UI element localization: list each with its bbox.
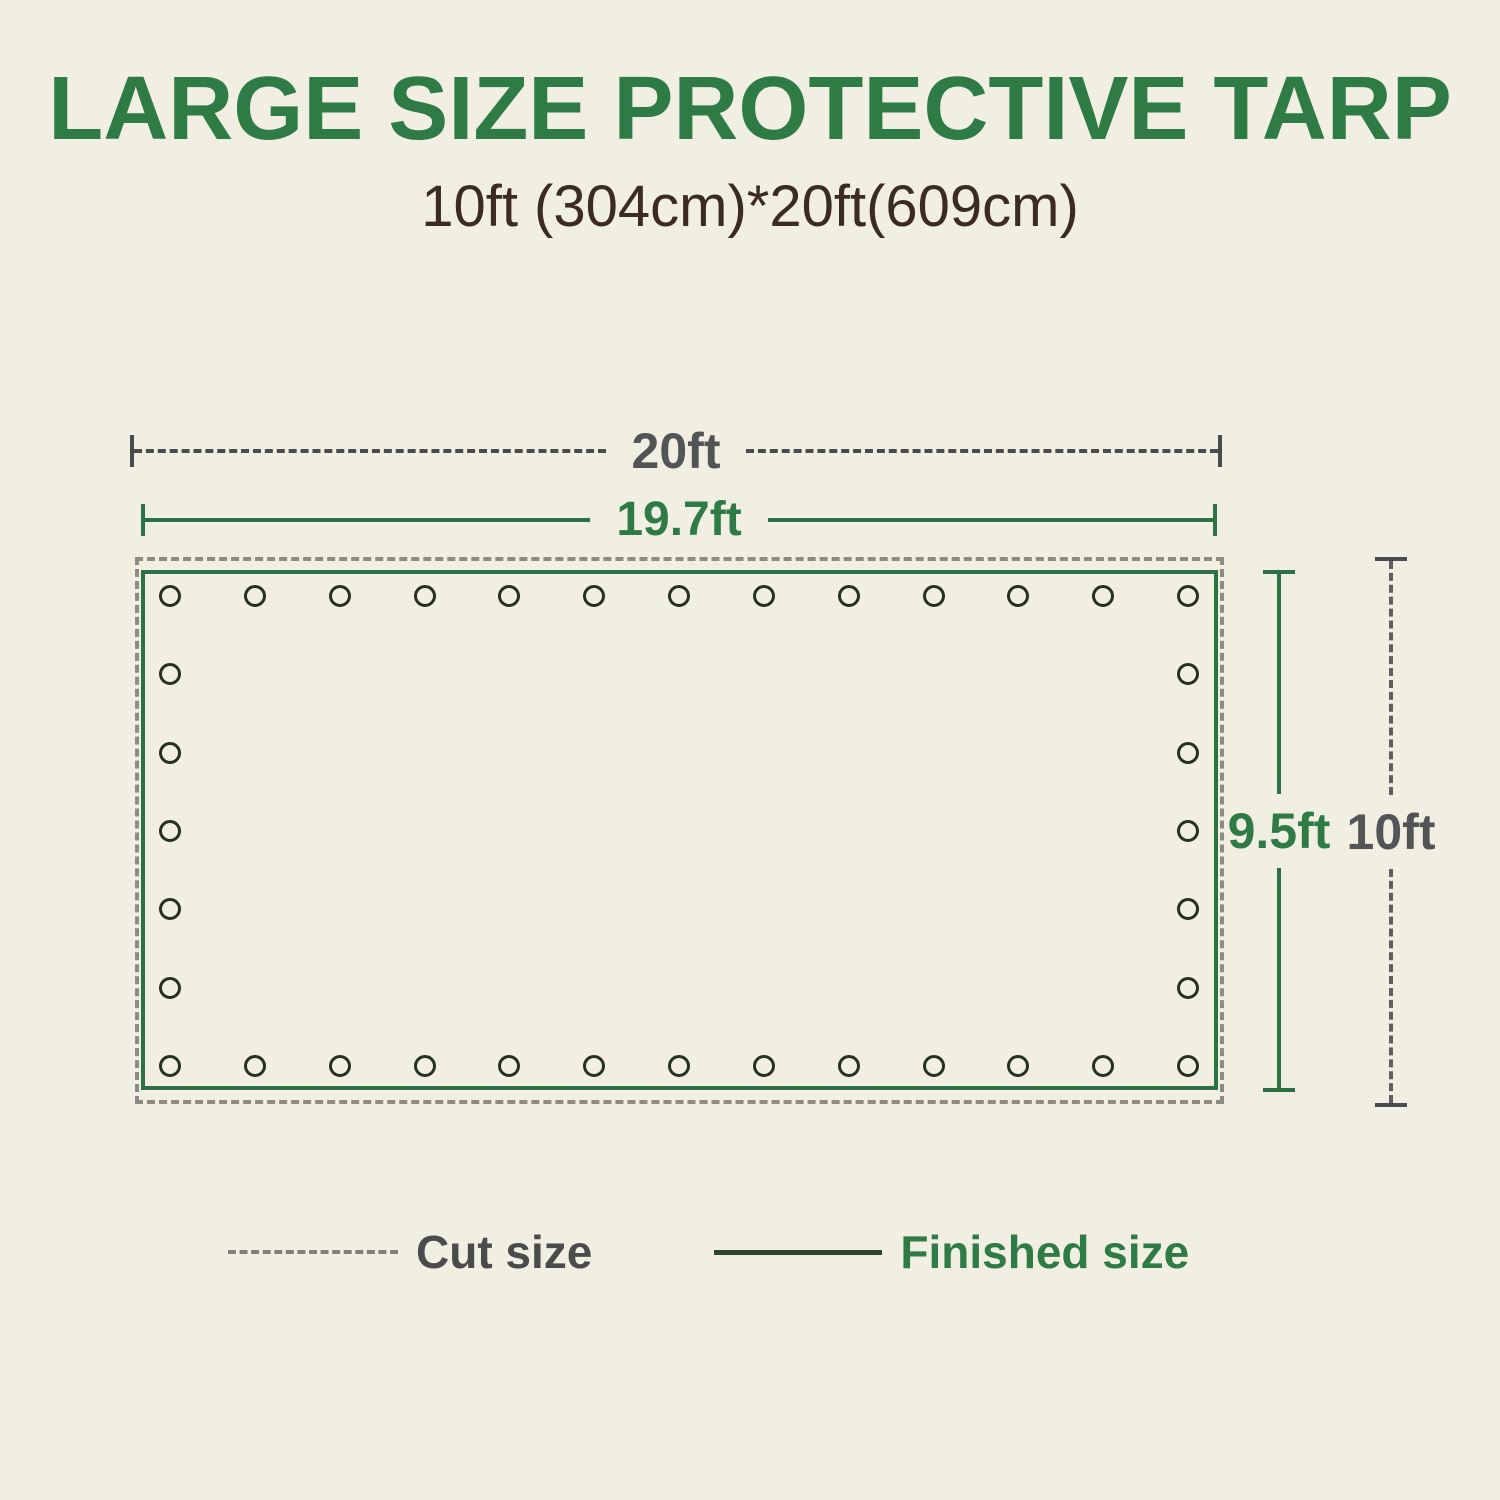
solid-dimension-line: [1277, 574, 1281, 794]
grommet-hole: [328, 585, 351, 607]
grommet-hole: [922, 1055, 945, 1077]
dashed-dimension-line: [1389, 869, 1393, 1103]
grommet-hole: [159, 976, 181, 999]
solid-dimension-line: [1277, 868, 1281, 1088]
grommet-hole: [668, 585, 690, 607]
cut-size-outline: [135, 557, 1224, 1104]
grommet-hole: [922, 585, 945, 607]
grommet-hole: [159, 1055, 181, 1077]
finished-size-outline: [141, 570, 1218, 1090]
dimension-end-cap: [1263, 570, 1295, 574]
grommet-hole: [413, 585, 436, 607]
dimension-end-tick: [130, 435, 134, 467]
dashed-dimension-line: [134, 449, 606, 453]
grommet-hole: [1177, 820, 1199, 842]
grommet-hole: [583, 1055, 606, 1077]
legend: Cut size Finished size: [228, 1224, 1189, 1280]
grommet-hole: [837, 585, 860, 607]
grommet-hole: [243, 1055, 266, 1077]
dimension-end-tick: [1213, 504, 1218, 536]
grommet-hole: [498, 1055, 521, 1077]
cut-width-dimension: 20ft: [130, 426, 1223, 476]
grommet-hole: [1092, 585, 1115, 607]
grommet-hole: [752, 1055, 775, 1077]
grommet-hole: [328, 1055, 351, 1077]
grommet-hole: [583, 585, 606, 607]
cut-size-label: Cut size: [416, 1226, 593, 1278]
finished-height-label: 9.5ft: [1227, 803, 1331, 859]
grommet-hole: [243, 585, 266, 607]
dimension-end-tick: [141, 504, 145, 536]
grommet-hole: [837, 1055, 860, 1077]
grommet-hole: [1177, 663, 1199, 686]
dashed-dimension-line: [1389, 561, 1393, 795]
grommet-hole: [1092, 1055, 1115, 1077]
grommet-hole: [413, 1055, 436, 1077]
grommet-hole: [1177, 741, 1199, 764]
solid-dimension-line: [145, 518, 591, 522]
grommet-hole: [159, 663, 181, 686]
grommet-hole: [159, 585, 181, 607]
solid-dimension-line: [767, 518, 1214, 522]
grommet-hole: [1007, 585, 1030, 607]
grommet-hole: [159, 741, 181, 764]
finished-size-label: Finished size: [900, 1226, 1190, 1278]
grommet-hole: [668, 1055, 690, 1077]
grommet-hole: [1177, 585, 1199, 607]
dimension-end-cap: [1263, 1088, 1295, 1092]
grommet-hole: [1177, 1055, 1199, 1077]
cut-height-dimension: 10ft: [1347, 557, 1435, 1107]
size-subtitle: 10ft (304cm)*20ft(609cm): [421, 174, 1079, 239]
dimension-end-cap: [1375, 557, 1407, 561]
finished-width-dimension: 19.7ft: [141, 496, 1218, 544]
grommet-hole: [1177, 976, 1199, 999]
grommet-hole: [159, 898, 181, 921]
finished-size-line-swatch: [714, 1249, 883, 1255]
dimension-end-cap: [1375, 1103, 1407, 1107]
cut-width-label: 20ft: [631, 423, 721, 479]
cut-height-label: 10ft: [1346, 804, 1436, 860]
finished-height-dimension: 9.5ft: [1228, 570, 1330, 1092]
dashed-dimension-line: [746, 449, 1219, 453]
cut-size-line-swatch: [228, 1250, 398, 1254]
grommet-hole: [1007, 1055, 1030, 1077]
finished-width-label: 19.7ft: [616, 493, 742, 546]
grommet-hole: [159, 820, 181, 842]
page-title: LARGE SIZE PROTECTIVE TARP: [48, 59, 1452, 159]
grommet-hole: [498, 585, 521, 607]
dimension-end-tick: [1218, 435, 1223, 467]
grommet-hole: [752, 585, 775, 607]
grommet-hole: [1177, 898, 1199, 921]
